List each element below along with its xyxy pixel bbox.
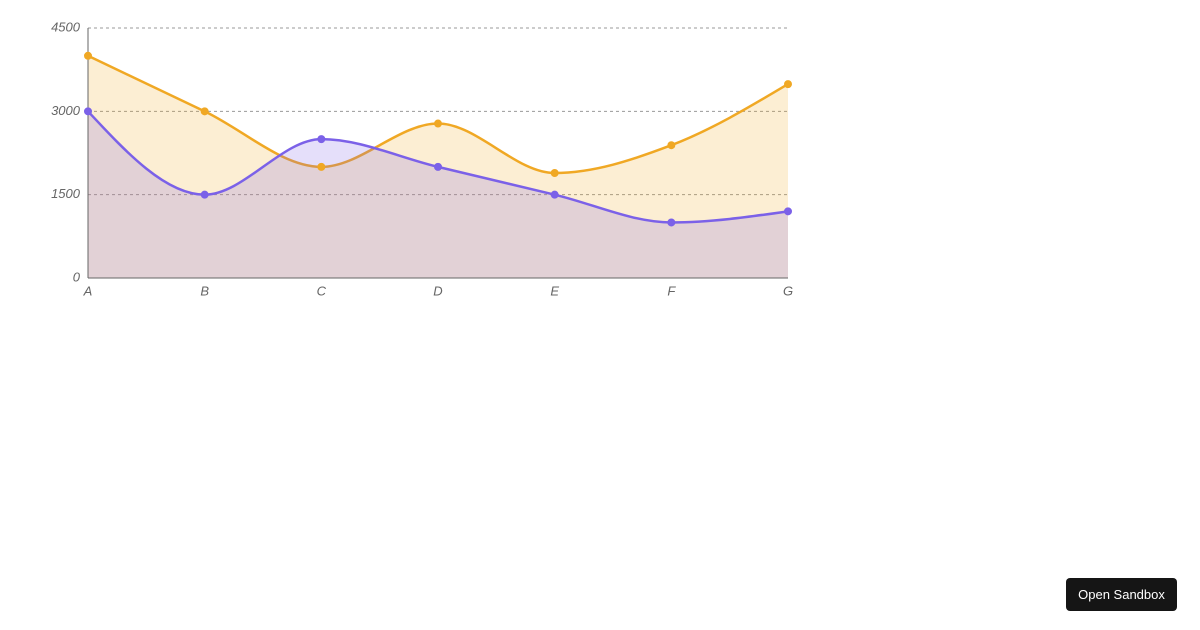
y-tick-label: 0 bbox=[73, 269, 81, 284]
point bbox=[317, 162, 326, 171]
point bbox=[84, 51, 92, 60]
x-tick-label: B bbox=[200, 283, 209, 298]
open-sandbox-button[interactable]: Open Sandbox bbox=[1066, 578, 1177, 611]
point bbox=[667, 141, 676, 150]
x-tick-label: D bbox=[433, 283, 442, 298]
y-tick-label: 4500 bbox=[51, 19, 81, 34]
point bbox=[667, 218, 676, 227]
point bbox=[317, 135, 326, 144]
point bbox=[200, 107, 209, 116]
y-tick-label: 1500 bbox=[51, 186, 81, 201]
point bbox=[434, 162, 442, 171]
x-tick-label: A bbox=[83, 283, 93, 298]
point bbox=[550, 190, 559, 199]
point bbox=[550, 169, 559, 177]
area-fill bbox=[88, 111, 788, 278]
point bbox=[784, 207, 792, 216]
point bbox=[434, 119, 442, 128]
point bbox=[784, 80, 792, 89]
x-tick-label: F bbox=[667, 283, 676, 298]
y-tick-label: 3000 bbox=[51, 103, 81, 118]
x-tick-label: G bbox=[783, 283, 793, 298]
x-tick-label: C bbox=[317, 283, 327, 298]
point bbox=[84, 107, 92, 116]
x-tick-label: E bbox=[550, 283, 559, 298]
point bbox=[200, 190, 209, 199]
